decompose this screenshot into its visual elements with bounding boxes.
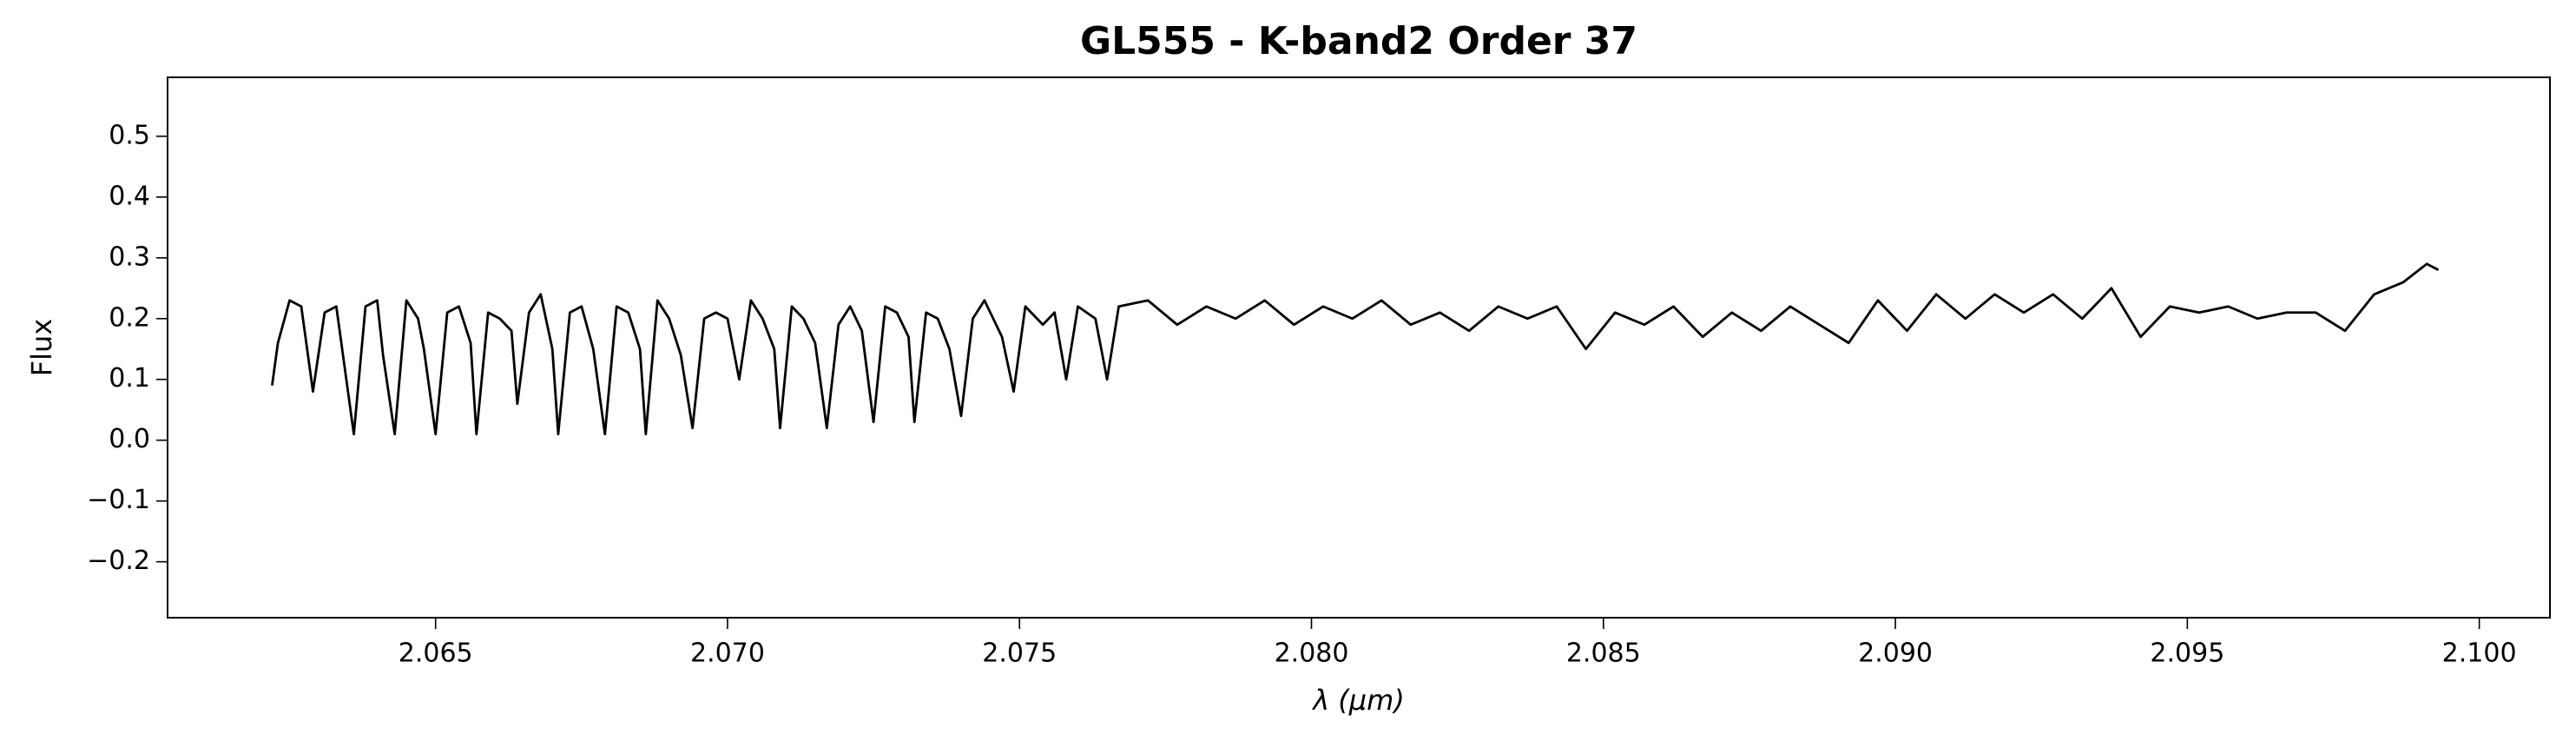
y-tick-label: 0.2 [109, 302, 150, 333]
x-axis-label: λ (μm) [1311, 684, 1405, 717]
spectrum-line [271, 262, 2440, 436]
y-tick-label: 0.5 [109, 120, 150, 150]
plot-frame [167, 76, 2551, 619]
x-tick-label: 2.095 [2150, 639, 2224, 669]
x-tick-label: 2.075 [982, 639, 1057, 669]
x-tick-label: 2.100 [2442, 639, 2517, 669]
x-tick-label: 2.085 [1566, 639, 1641, 669]
y-tick-label: −0.1 [87, 485, 150, 515]
y-axis-label: Flux [25, 319, 58, 377]
x-tick-label: 2.065 [399, 639, 473, 669]
y-tick-label: −0.2 [87, 546, 150, 576]
y-tick-label: 0.0 [109, 424, 150, 454]
y-tick-label: 0.4 [109, 181, 150, 211]
x-tick-label: 2.080 [1275, 639, 1349, 669]
y-tick-label: 0.3 [109, 242, 150, 272]
x-tick-label: 2.090 [1858, 639, 1933, 669]
y-tick-label: 0.1 [109, 363, 150, 394]
x-tick-label: 2.070 [690, 639, 765, 669]
chart-title: GL555 - K-band2 Order 37 [1080, 19, 1637, 63]
